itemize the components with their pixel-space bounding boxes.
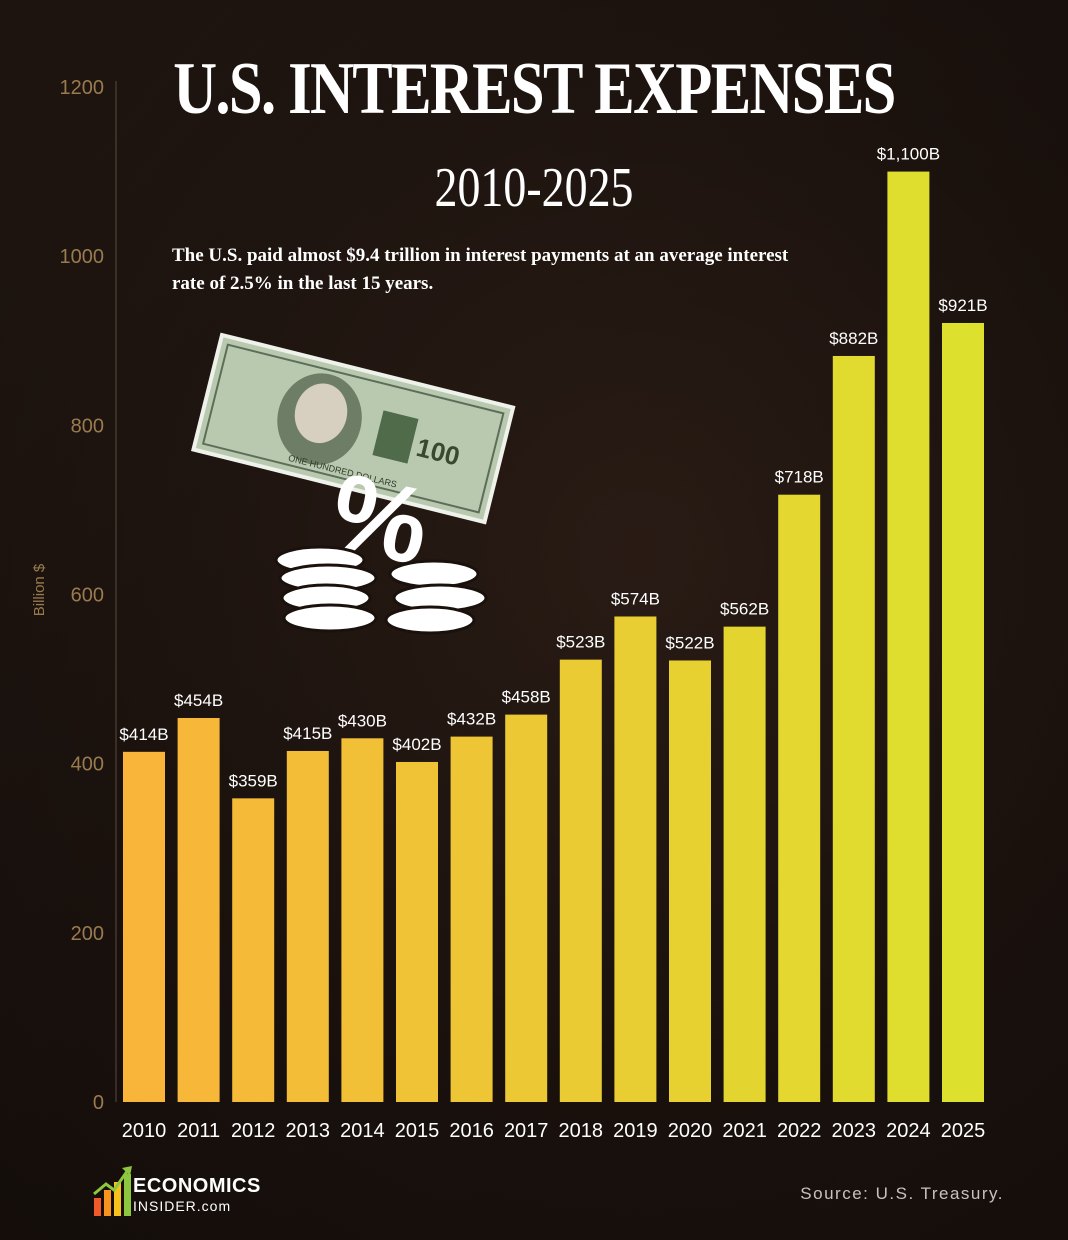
- data-label: $882B: [829, 329, 878, 348]
- x-tick-label: 2019: [613, 1120, 658, 1142]
- x-tick-label: 2018: [559, 1120, 604, 1142]
- y-tick-label: 1000: [60, 246, 105, 268]
- x-tick-label: 2025: [941, 1120, 986, 1142]
- data-label: $574B: [611, 589, 660, 608]
- data-label: $562B: [720, 600, 769, 619]
- bar: [559, 659, 602, 1102]
- x-tick-label: 2013: [286, 1120, 331, 1142]
- data-label: $921B: [938, 296, 987, 315]
- bar: [723, 626, 766, 1102]
- data-label: $522B: [665, 633, 714, 652]
- chart-subtitle: 2010-2025: [434, 157, 634, 219]
- bar: [942, 322, 984, 1102]
- bar: [614, 616, 657, 1102]
- bar: [887, 171, 930, 1103]
- bar: [669, 660, 711, 1102]
- bar: [450, 736, 493, 1102]
- labels-layer: $414B 2010 $454B 2011 $359B 2012 $415B 2013 $430…: [119, 145, 987, 1142]
- data-label: $458B: [502, 688, 551, 707]
- coins-icon: [274, 545, 488, 635]
- data-label: $414B: [119, 725, 168, 744]
- chart-title: U.S. INTEREST EXPENSES: [173, 48, 896, 130]
- data-label: $359B: [229, 771, 278, 790]
- axis-layer: 0 200 400 600 800 1000 1200 Billion $: [31, 77, 117, 1114]
- x-tick-label: 2010: [122, 1120, 167, 1142]
- bar: [505, 714, 548, 1102]
- x-tick-label: 2011: [177, 1120, 220, 1142]
- source-note: Source: U.S. Treasury.: [800, 1184, 1004, 1203]
- bar: [396, 761, 438, 1102]
- y-tick-label: 400: [71, 754, 104, 776]
- dollar-bill-icon: 100 ONE HUNDRED DOLLARS: [191, 332, 516, 525]
- bar: [286, 750, 329, 1102]
- y-tick-label: 0: [93, 1092, 104, 1114]
- data-label: $402B: [392, 735, 441, 754]
- x-tick-label: 2014: [340, 1120, 385, 1142]
- y-axis-label: Billion $: [31, 563, 48, 616]
- data-label: $523B: [556, 633, 605, 652]
- x-tick-label: 2017: [504, 1120, 549, 1142]
- bar: [123, 751, 165, 1102]
- chart-annotation: The U.S. paid almost $9.4 trillion in in…: [172, 245, 789, 294]
- data-label: $1,100B: [877, 145, 940, 164]
- data-label: $718B: [775, 468, 824, 487]
- bar: [232, 798, 275, 1102]
- bar: [177, 717, 220, 1102]
- logo-text-top: ECONOMICS: [133, 1175, 261, 1197]
- bar: [778, 494, 821, 1103]
- bar: [832, 355, 875, 1103]
- y-tick-label: 600: [71, 585, 104, 607]
- x-tick-label: 2015: [395, 1120, 440, 1142]
- x-tick-label: 2016: [449, 1120, 494, 1142]
- economics-insider-logo[interactable]: ECONOMICS INSIDER.com: [92, 1164, 292, 1220]
- x-tick-label: 2024: [886, 1120, 931, 1142]
- data-label: $432B: [447, 710, 496, 729]
- x-tick-label: 2022: [777, 1120, 822, 1142]
- logo-text-bottom: INSIDER.com: [133, 1198, 232, 1214]
- y-tick-label: 800: [71, 415, 104, 437]
- money-illustration: 100 ONE HUNDRED DOLLARS %: [191, 332, 516, 635]
- data-label: $454B: [174, 691, 223, 710]
- y-tick-label: 200: [71, 923, 104, 945]
- chart-growth-icon: [93, 1166, 132, 1216]
- x-tick-label: 2021: [722, 1120, 767, 1142]
- x-tick-label: 2023: [832, 1120, 877, 1142]
- bar: [341, 738, 384, 1102]
- x-tick-label: 2020: [668, 1120, 713, 1142]
- bars-layer: [123, 171, 984, 1103]
- data-label: $430B: [338, 711, 387, 730]
- x-tick-label: 2012: [231, 1120, 276, 1142]
- data-label: $415B: [283, 724, 332, 743]
- y-tick-label: 1200: [60, 77, 105, 99]
